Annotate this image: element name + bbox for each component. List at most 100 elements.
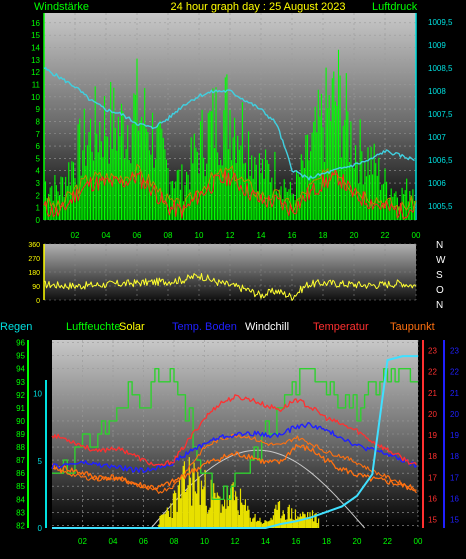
temperature-x-tick-label: 16: [292, 537, 301, 546]
soil-y-tick-label: 19: [450, 431, 459, 440]
direction-y-axis-labels: 0 90 180 270 360: [28, 242, 40, 305]
rain-y-axis-labels: 0 5 10: [33, 390, 42, 533]
temperature-x-tick-label: 18: [322, 537, 331, 546]
direction-panel-series: [43, 273, 417, 301]
wind-x-tick-label: 16: [288, 231, 297, 240]
wind-y-tick-label: 11: [32, 80, 41, 89]
soil-y-tick-label: 20: [450, 410, 459, 419]
dewpoint-series: [51, 443, 417, 492]
wind-x-tick-label: 22: [381, 231, 390, 240]
solar-series: [158, 457, 320, 528]
temperature-x-tick-label: 08: [170, 537, 179, 546]
soil-y-tick-label: 15: [450, 516, 459, 525]
direction-compass-label: O: [436, 285, 444, 296]
humidity-y-tick-label: 93: [16, 378, 25, 387]
temperature-x-axis-labels: 02 04 06 08 10 12 14 16 18 20 22 00: [78, 537, 423, 546]
humidity-y-tick-label: 95: [16, 352, 25, 361]
pressure-y-tick-label: 1005,5: [428, 202, 453, 211]
humidity-y-tick-label: 89: [16, 430, 25, 439]
wind-x-tick-label: 02: [71, 231, 80, 240]
soil-y-tick-label: 18: [450, 452, 459, 461]
direction-compass-label: N: [436, 240, 443, 251]
wind-panel-series: [43, 49, 417, 220]
wind-x-tick-label: 04: [102, 231, 111, 240]
temperature-x-tick-label: 22: [383, 537, 392, 546]
direction-compass-label: W: [436, 255, 446, 266]
header-title: 24 hour graph day : 25 August 2023: [171, 1, 346, 13]
temperature-x-tick-label: 12: [231, 537, 240, 546]
humidity-y-tick-label: 92: [16, 391, 25, 400]
wind-x-tick-label: 18: [319, 231, 328, 240]
humidity-y-tick-label: 94: [16, 365, 25, 374]
wind-y-tick-label: 8: [36, 117, 41, 126]
legend-regen: Regen: [0, 321, 32, 333]
direction-series: [43, 273, 417, 301]
pressure-y-axis-labels: 1005,5 1006 1006,5 1007 1007,5 1008 1008,5 1009…: [428, 18, 453, 211]
wind-y-tick-label: 4: [36, 167, 41, 176]
soil-temperature-series: [51, 421, 418, 473]
soil-y-axis-labels: 15 16 17 18 19 20 21 22 23: [450, 347, 459, 525]
wind-y-tick-label: 1: [36, 204, 41, 213]
temperature-y-tick-label: 19: [428, 431, 437, 440]
wind-average-series: [43, 163, 417, 215]
soil-y-tick-label: 17: [450, 473, 459, 482]
temperature-x-tick-label: 14: [261, 537, 270, 546]
wind-y-tick-label: 13: [31, 56, 40, 65]
wind-y-tick-label: 3: [36, 179, 41, 188]
legend-solar: Solar: [119, 321, 145, 333]
wind-y-tick-label: 6: [36, 142, 41, 151]
wind-y-tick-label: 12: [31, 68, 40, 77]
legend-luftfeuchte: Luftfeuchte: [66, 321, 120, 333]
rain-y-tick-label: 10: [33, 390, 42, 399]
wind-x-tick-label: 10: [195, 231, 204, 240]
pressure-y-tick-label: 1009: [428, 41, 446, 50]
humidity-y-axis-labels: 82 83 84 85 86 87 88 89 90 91 92 93 94 95 96: [16, 339, 25, 531]
humidity-y-tick-label: 88: [16, 443, 25, 452]
legend-temp-boden: Temp. Boden: [172, 321, 237, 333]
humidity-series: [52, 368, 418, 500]
wind-x-tick-label: 08: [164, 231, 173, 240]
wind-y-tick-label: 15: [31, 31, 40, 40]
soil-y-tick-label: 23: [450, 347, 459, 356]
temperature-x-tick-label: 06: [139, 537, 148, 546]
direction-y-tick-label: 270: [28, 256, 40, 263]
legend-taupunkt: Taupunkt: [390, 321, 435, 333]
wind-y-tick-label: 9: [36, 105, 41, 114]
temperature-y-tick-label: 21: [428, 389, 437, 398]
pressure-y-tick-label: 1007: [428, 133, 446, 142]
wind-x-tick-label: 00: [412, 231, 421, 240]
temperature-x-tick-label: 04: [109, 537, 118, 546]
direction-y-tick-label: 360: [28, 242, 40, 249]
pressure-series: [43, 66, 415, 181]
header-right-label: Luftdruck: [372, 1, 418, 13]
wind-x-tick-label: 14: [257, 231, 266, 240]
soil-y-tick-label: 21: [450, 389, 459, 398]
humidity-y-tick-label: 96: [16, 339, 25, 348]
humidity-y-tick-label: 82: [16, 521, 25, 530]
temperature-y-tick-label: 15: [428, 516, 437, 525]
header-left-label: Windstärke: [34, 1, 89, 13]
wind-y-tick-label: 10: [31, 93, 40, 102]
temperature-x-tick-label: 10: [200, 537, 209, 546]
temperature-x-tick-label: 02: [78, 537, 87, 546]
humidity-y-tick-label: 91: [16, 404, 25, 413]
humidity-y-tick-label: 90: [16, 417, 25, 426]
pressure-y-tick-label: 1007,5: [428, 110, 453, 119]
temperature-x-tick-label: 20: [353, 537, 362, 546]
temperature-series: [51, 394, 418, 467]
wind-x-tick-label: 06: [133, 231, 142, 240]
temperature-y-tick-label: 20: [428, 410, 437, 419]
temperature-y-tick-label: 17: [428, 473, 437, 482]
rain-series: [52, 355, 418, 529]
humidity-y-tick-label: 87: [16, 456, 25, 465]
legend-temperatur: Temperatur: [313, 321, 369, 333]
legend-windchill: Windchill: [245, 321, 289, 333]
pressure-y-tick-label: 1009,5: [428, 18, 453, 27]
direction-y-tick-label: 90: [32, 284, 40, 291]
rain-y-tick-label: 0: [38, 524, 43, 533]
humidity-y-tick-label: 84: [16, 495, 25, 504]
